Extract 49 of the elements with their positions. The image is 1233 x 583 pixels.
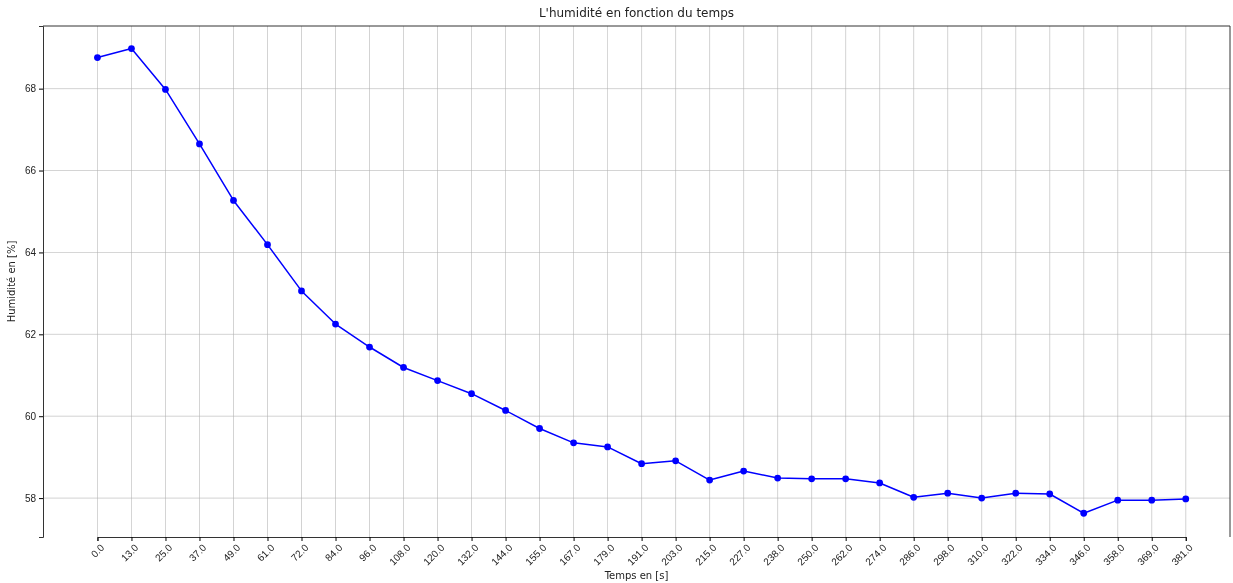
x-tick-label: 0.0 bbox=[88, 541, 107, 560]
point bbox=[910, 493, 918, 501]
point bbox=[570, 439, 577, 447]
point bbox=[196, 140, 203, 148]
point bbox=[1114, 496, 1122, 504]
point bbox=[1012, 489, 1020, 497]
y-tick-label: 58 bbox=[24, 492, 37, 504]
point bbox=[978, 494, 986, 502]
y-tick-label: 64 bbox=[24, 247, 37, 259]
point bbox=[94, 54, 101, 61]
x-tick-label: 61.0 bbox=[254, 541, 277, 564]
x-tick-label: 72.0 bbox=[288, 541, 311, 564]
point bbox=[876, 479, 884, 487]
y-tick-label: 68 bbox=[24, 83, 37, 95]
x-tick-label: 37.0 bbox=[186, 541, 209, 564]
x-axis-title: Temps en [s] bbox=[603, 570, 669, 581]
point bbox=[366, 343, 373, 351]
point bbox=[128, 45, 135, 52]
x-tick-label: 96.0 bbox=[356, 541, 379, 564]
point bbox=[230, 197, 237, 204]
chart-title: L'humidité en fonction du temps bbox=[538, 6, 735, 20]
point bbox=[638, 460, 645, 468]
point bbox=[400, 364, 407, 371]
point bbox=[1148, 496, 1156, 504]
point bbox=[332, 320, 339, 328]
point bbox=[740, 467, 748, 475]
point bbox=[1080, 509, 1088, 517]
point bbox=[434, 377, 441, 384]
point bbox=[1182, 495, 1190, 503]
point bbox=[944, 489, 952, 497]
x-tick-label: 84.0 bbox=[322, 541, 345, 564]
point bbox=[774, 474, 782, 482]
point bbox=[468, 390, 475, 398]
point bbox=[706, 476, 714, 484]
y-axis-title: Humidité en [%] bbox=[6, 240, 17, 323]
y-tick-label: 60 bbox=[24, 410, 37, 422]
point bbox=[808, 475, 816, 483]
y-tick-label: 66 bbox=[24, 165, 37, 177]
y-tick-label: 62 bbox=[24, 329, 37, 341]
point bbox=[604, 443, 611, 451]
point bbox=[842, 475, 850, 483]
point bbox=[502, 407, 509, 414]
point bbox=[536, 425, 543, 432]
point bbox=[298, 287, 305, 295]
x-tick-label: 49.0 bbox=[220, 541, 243, 564]
point bbox=[162, 86, 169, 93]
point bbox=[1046, 490, 1054, 498]
point bbox=[672, 457, 679, 465]
point bbox=[264, 241, 271, 249]
